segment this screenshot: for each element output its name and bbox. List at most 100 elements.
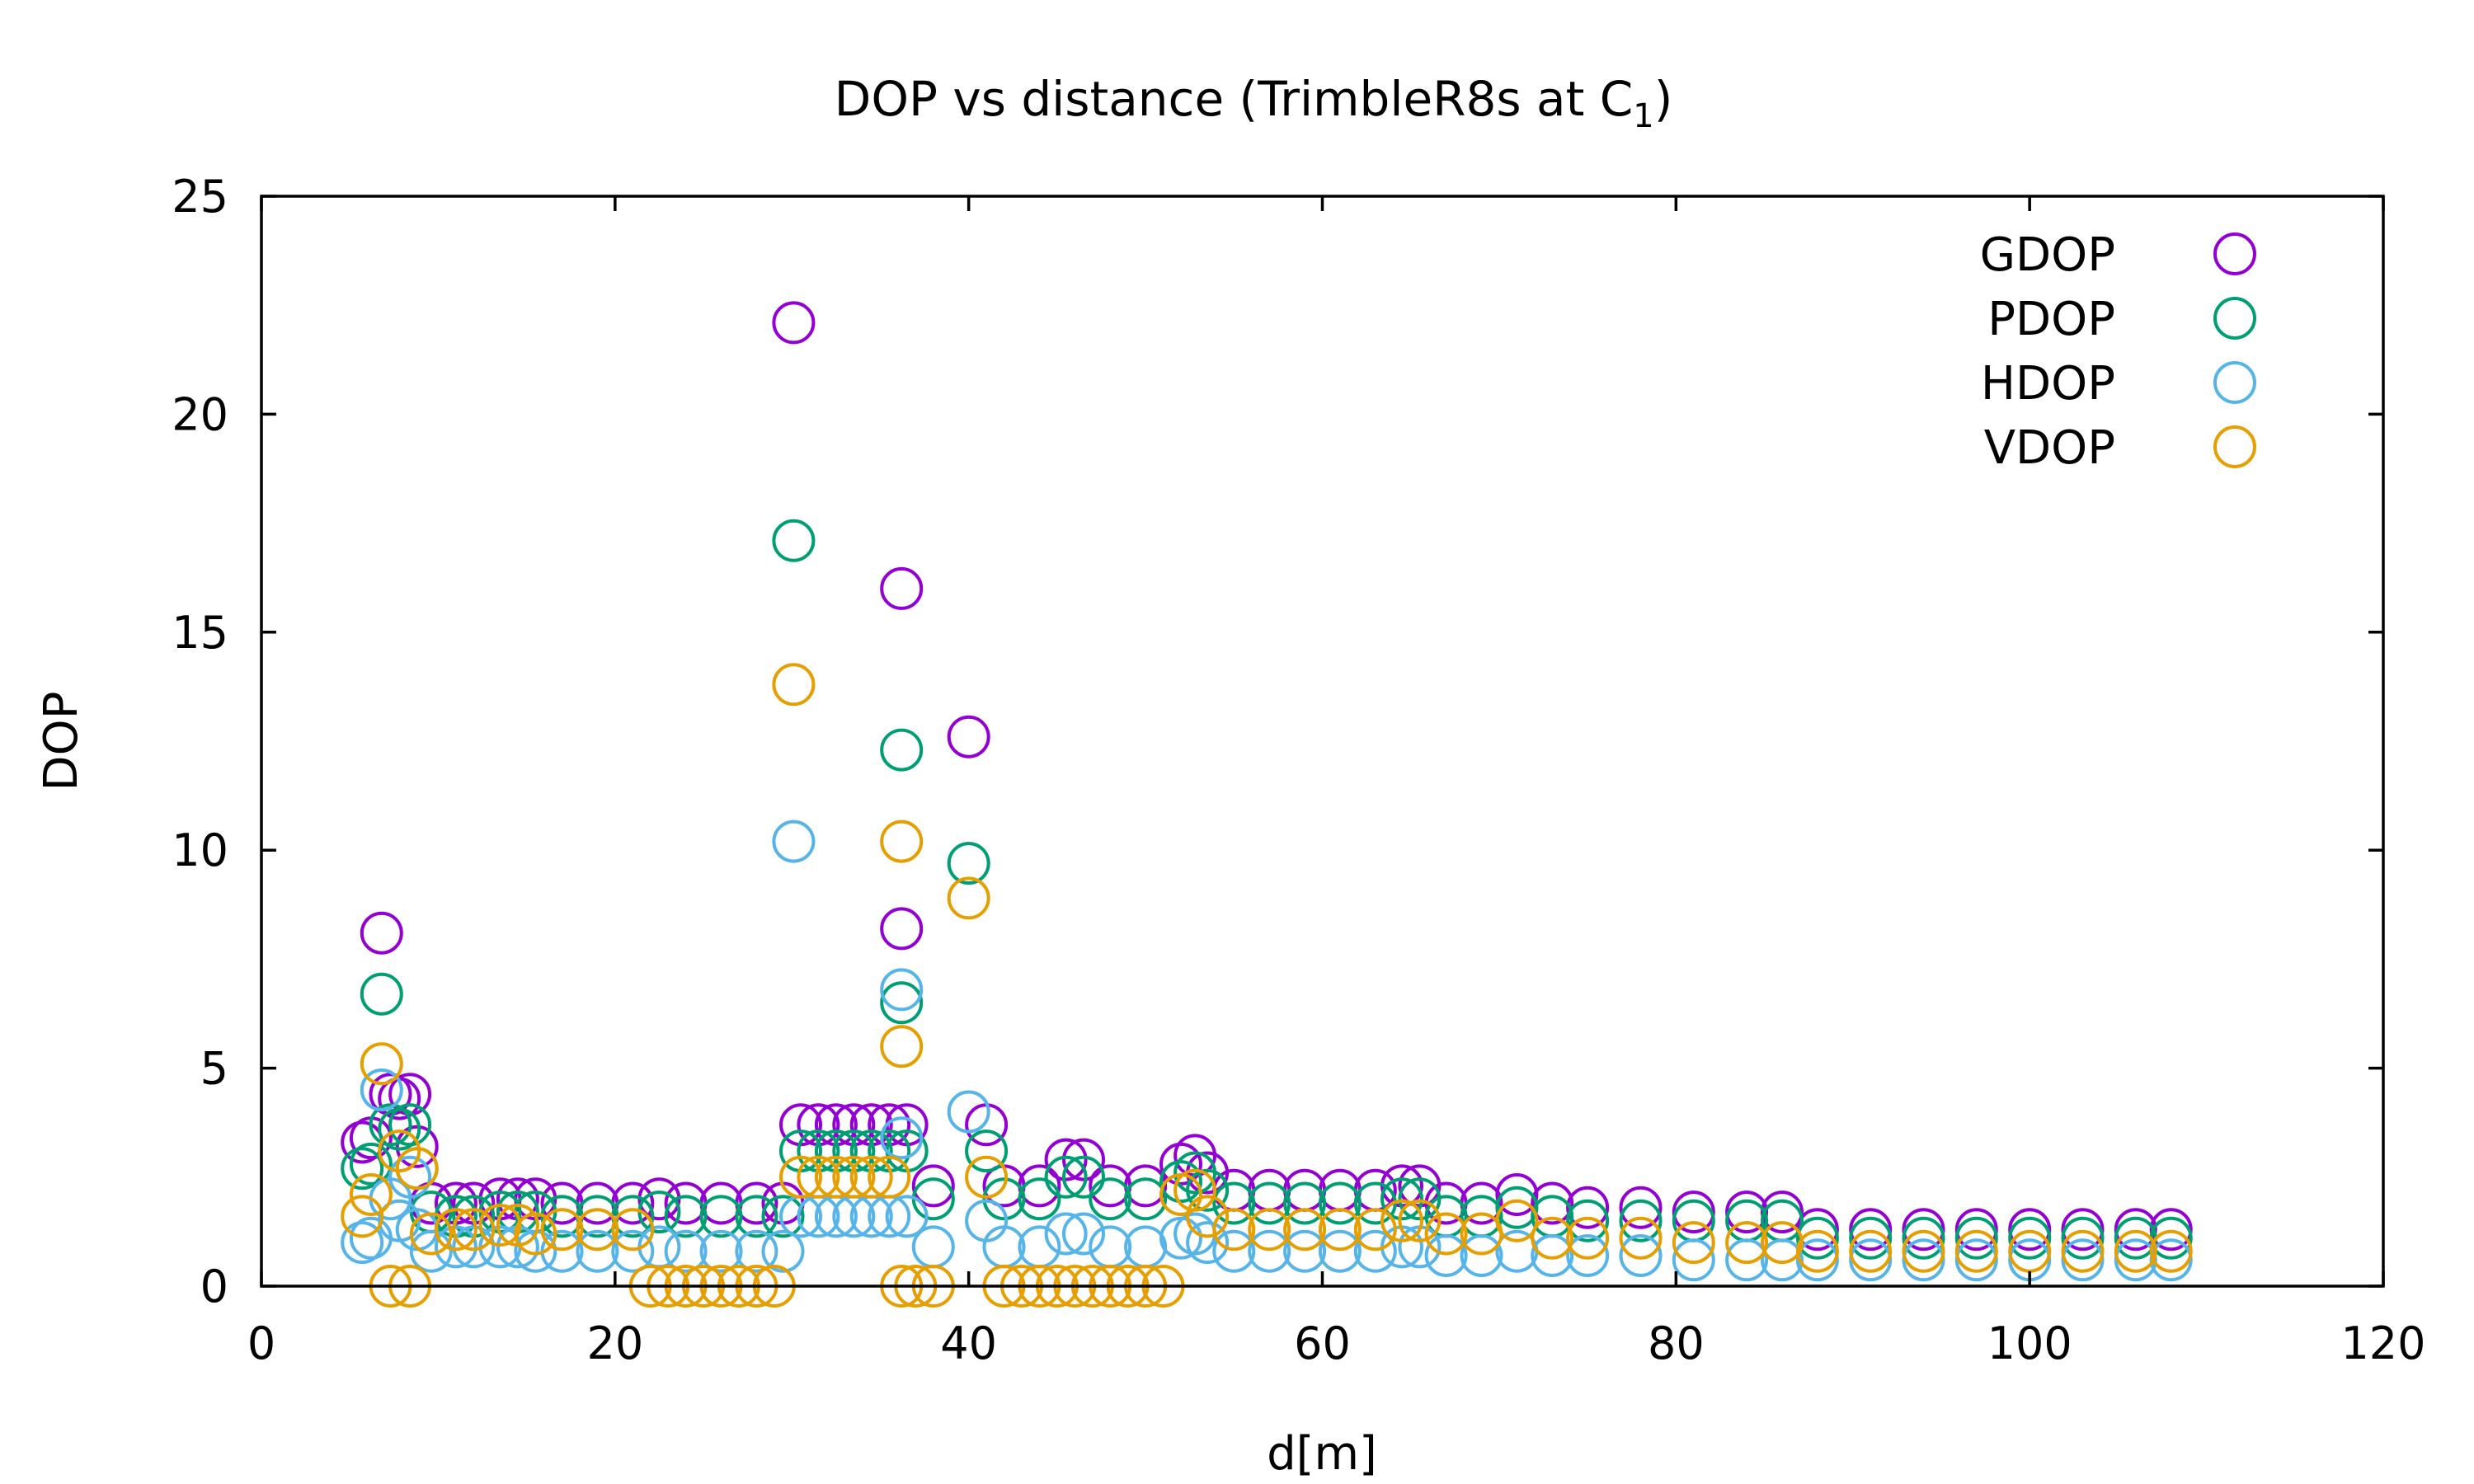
data-point-pdop	[349, 1142, 393, 1186]
data-point-hdop	[1212, 1229, 1256, 1273]
data-point-vdop	[1186, 1195, 1230, 1238]
data-point-hdop	[1902, 1238, 1945, 1282]
data-point-vdop	[797, 1155, 840, 1199]
data-point-vdop	[540, 1208, 584, 1252]
chart-title: DOP vs distance (TrimbleR8s at C1)	[835, 71, 1673, 135]
data-point-vdop	[868, 1155, 911, 1199]
data-point-pdop	[388, 1103, 432, 1147]
data-point-vdop	[1283, 1208, 1327, 1252]
data-point-pdop	[369, 1103, 412, 1147]
data-point-gdop	[2008, 1208, 2052, 1252]
data-point-hdop	[1353, 1229, 1397, 1273]
y-tick-label: 0	[200, 1261, 228, 1313]
data-point-pdop	[2008, 1216, 2052, 1260]
legend-marker-vdop	[2213, 425, 2256, 468]
data-point-hdop	[1186, 1221, 1230, 1265]
data-point-pdop	[1124, 1177, 1168, 1221]
data-point-vdop	[1174, 1168, 1217, 1212]
data-point-hdop	[947, 1090, 990, 1134]
y-tick-label: 10	[172, 824, 228, 876]
data-point-vdop	[409, 1212, 453, 1256]
data-point-pdop	[1044, 1155, 1088, 1199]
chart-title-close: )	[1654, 71, 1673, 127]
data-point-pdop	[1849, 1216, 1893, 1260]
data-point-gdop	[1672, 1190, 1715, 1234]
data-point-pdop	[772, 519, 816, 562]
data-point-vdop	[360, 1042, 403, 1086]
data-point-gdop	[360, 911, 403, 955]
data-point-hdop	[1672, 1238, 1715, 1282]
data-point-hdop	[1954, 1238, 1998, 1282]
data-point-pdop	[1186, 1168, 1230, 1212]
data-point-pdop	[1283, 1181, 1327, 1225]
data-point-vdop	[1761, 1221, 1804, 1265]
data-point-hdop	[1761, 1238, 1804, 1282]
data-point-gdop	[880, 566, 924, 610]
data-point-pdop	[880, 981, 924, 1025]
data-point-hdop	[1248, 1229, 1291, 1273]
data-point-pdop	[699, 1195, 743, 1238]
data-point-hdop	[1725, 1238, 1769, 1282]
data-point-hdop	[341, 1221, 384, 1265]
data-point-vdop	[1495, 1199, 1539, 1242]
data-point-pdop	[1062, 1155, 1105, 1199]
data-point-pdop	[880, 728, 924, 772]
series-pdop	[341, 519, 2193, 1260]
data-point-vdop	[576, 1208, 619, 1252]
data-point-pdop	[1212, 1181, 1256, 1225]
data-point-gdop	[395, 1125, 439, 1168]
data-point-vdop	[395, 1147, 439, 1190]
data-point-vdop	[2008, 1229, 2052, 1273]
data-point-hdop	[1283, 1229, 1327, 1273]
data-point-vdop	[478, 1204, 522, 1247]
data-point-vdop	[1566, 1216, 1610, 1260]
data-point-vdop	[1902, 1229, 1945, 1273]
data-point-vdop	[1353, 1208, 1397, 1252]
data-point-pdop	[664, 1195, 708, 1238]
data-point-vdop	[772, 663, 816, 707]
data-point-pdop	[1318, 1181, 1362, 1225]
y-axis-label: DOP	[35, 692, 88, 791]
y-tick-label: 20	[172, 388, 228, 440]
data-point-gdop	[1954, 1208, 1998, 1252]
x-tick-label: 20	[586, 1317, 643, 1369]
data-point-hdop	[1062, 1212, 1105, 1256]
data-point-vdop	[452, 1208, 496, 1252]
data-point-gdop	[1619, 1186, 1663, 1229]
data-point-hdop	[735, 1229, 778, 1273]
data-point-vdop	[849, 1155, 893, 1199]
data-point-vdop	[779, 1155, 822, 1199]
data-point-pdop	[1089, 1177, 1132, 1221]
data-point-gdop	[911, 1164, 955, 1208]
data-point-gdop	[1849, 1208, 1893, 1252]
chart-title-subscript: 1	[1633, 97, 1653, 135]
data-point-hdop	[664, 1229, 708, 1273]
x-tick-label: 100	[1987, 1317, 2072, 1369]
data-point-vdop	[1849, 1229, 1893, 1273]
data-point-vdop	[1672, 1221, 1715, 1265]
data-point-vdop	[1212, 1208, 1256, 1252]
data-point-pdop	[1018, 1177, 1061, 1221]
data-point-vdop	[880, 1025, 924, 1068]
data-point-pdop	[1566, 1199, 1610, 1242]
data-point-pdop	[1795, 1216, 1839, 1260]
data-point-hdop	[1044, 1212, 1088, 1256]
data-point-pdop	[1159, 1160, 1202, 1204]
data-point-hdop	[1531, 1234, 1574, 1277]
data-point-hdop	[772, 819, 816, 863]
data-point-gdop	[1495, 1173, 1539, 1216]
data-point-hdop	[1566, 1234, 1610, 1277]
data-point-pdop	[360, 972, 403, 1016]
data-point-vdop	[965, 1155, 1009, 1199]
data-point-vdop	[1795, 1229, 1839, 1273]
data-point-vdop	[349, 1173, 393, 1216]
axis-ticks	[260, 195, 2385, 1288]
x-tick-label: 40	[940, 1317, 997, 1369]
data-point-vdop	[1380, 1199, 1423, 1242]
legend: GDOP PDOP HDOP VDOP	[1980, 228, 2256, 475]
data-point-hdop	[699, 1229, 743, 1273]
legend-label-hdop: HDOP	[1981, 357, 2115, 411]
data-point-vdop	[1619, 1216, 1663, 1260]
data-point-gdop	[1531, 1181, 1574, 1225]
